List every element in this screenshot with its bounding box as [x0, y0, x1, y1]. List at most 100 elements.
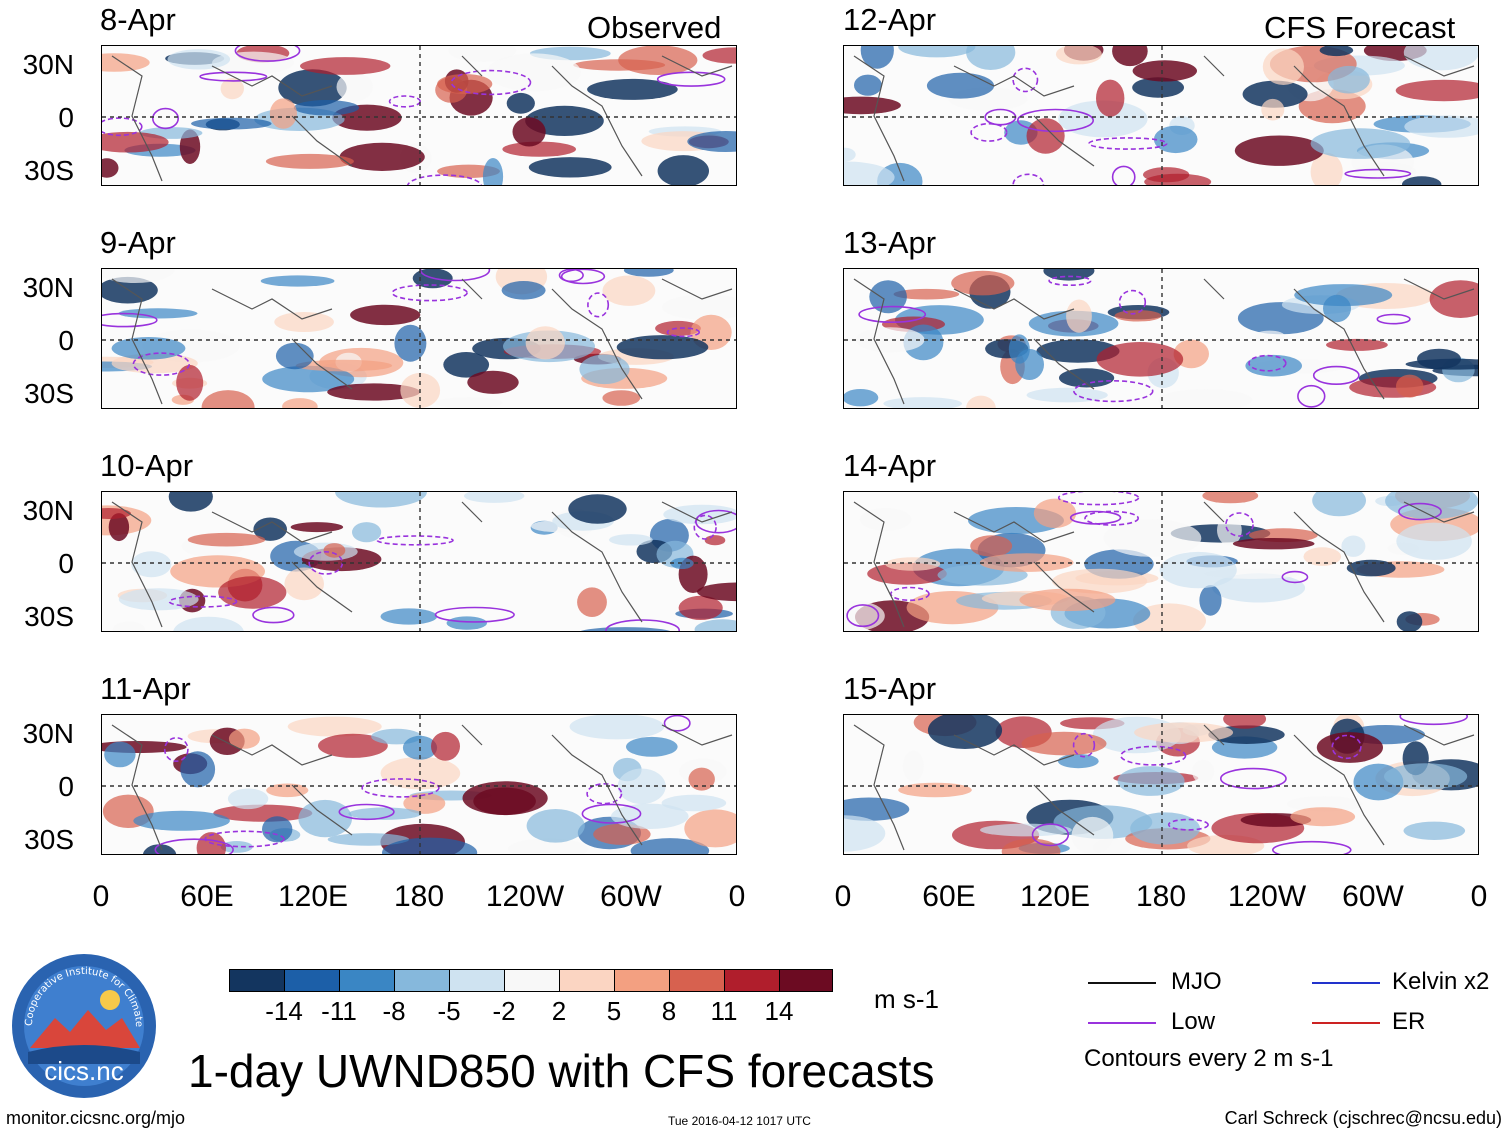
low-contour	[388, 95, 421, 108]
low-contour	[338, 803, 395, 821]
wind-anomaly-blob	[1021, 731, 1107, 756]
low-contour	[1376, 313, 1411, 325]
wind-anomaly-blob	[131, 551, 172, 578]
wind-anomaly-blob	[1212, 573, 1306, 603]
colorbar-swatch	[394, 969, 450, 992]
low-contour	[361, 778, 440, 798]
wind-anomaly-blob	[1059, 368, 1115, 388]
wind-anomaly-blob	[1019, 588, 1116, 612]
wind-anomaly-blob	[526, 809, 585, 843]
wind-anomaly-blob	[102, 131, 169, 153]
map-observed-9-apr	[101, 268, 737, 409]
lon-tick-0-end: 0	[728, 880, 746, 913]
wind-anomaly-blob	[630, 838, 710, 854]
map-forecast-13-apr	[843, 268, 1479, 409]
low-contour	[1398, 502, 1442, 521]
wind-anomaly-blob	[951, 270, 1015, 296]
wind-anomaly-blob	[274, 312, 334, 332]
colorbar-swatch	[229, 969, 285, 992]
wind-anomaly-blob	[260, 275, 335, 287]
wind-anomaly-blob	[295, 359, 393, 372]
wind-anomaly-blob	[1403, 46, 1478, 71]
colorbar-swatch	[559, 969, 615, 992]
wind-anomaly-blob	[1417, 348, 1461, 370]
lat-tick-30n: 30N	[22, 49, 74, 80]
wind-anomaly-blob	[508, 838, 589, 854]
colorbar-swatch	[669, 969, 725, 992]
wind-anomaly-blob	[844, 389, 879, 407]
wind-anomaly-blob	[403, 792, 446, 814]
wind-anomaly-blob	[869, 280, 907, 314]
lat-tick-0: 0	[58, 102, 74, 133]
lat-tick-0: 0	[58, 325, 74, 356]
lat-tick-30n: 30N	[22, 272, 74, 303]
wind-anomaly-blob	[898, 46, 976, 58]
wind-anomaly-blob	[1117, 766, 1185, 796]
wind-anomaly-blob	[435, 397, 503, 408]
wind-anomaly-blob	[382, 837, 478, 854]
wind-anomaly-blob	[844, 147, 856, 162]
wind-anomaly-blob	[227, 788, 269, 810]
wind-anomaly-blob	[1316, 732, 1383, 763]
colorbar-swatch	[779, 969, 833, 992]
coastline	[853, 724, 1475, 851]
coastline	[111, 55, 733, 182]
panel-date: 13-Apr	[843, 225, 937, 260]
lon-tick-120w: 120W	[1227, 880, 1307, 913]
wind-anomaly-blob	[1143, 167, 1190, 183]
wind-anomaly-blob	[1015, 349, 1044, 380]
coastline	[111, 278, 733, 405]
low-contour	[1072, 732, 1096, 758]
footer-author: Carl Schreck (cjschrec@ncsu.edu)	[1224, 1108, 1502, 1128]
colorbar-label: 2	[551, 996, 567, 1026]
low-contour	[846, 604, 880, 628]
wind-anomaly-blob	[844, 797, 910, 821]
map-observed-8-apr	[101, 45, 737, 186]
wind-anomaly-blob	[970, 535, 1013, 557]
wind-anomaly-blob	[287, 716, 382, 737]
legend-line-kelvin	[1312, 982, 1380, 984]
low-contour	[1219, 767, 1287, 790]
low-contour	[434, 606, 515, 623]
wind-anomaly-blob	[1326, 338, 1388, 351]
lon-tick-60e: 60E	[922, 880, 976, 913]
wind-anomaly-blob	[926, 72, 995, 99]
wind-anomaly-blob	[443, 352, 490, 378]
colorbar-label: -5	[437, 996, 461, 1026]
low-contour	[234, 46, 301, 62]
lon-tick-60w: 60W	[1342, 880, 1404, 913]
wind-anomaly-blob	[220, 78, 244, 100]
wind-anomaly-blob	[327, 833, 410, 846]
coastline	[853, 278, 1475, 405]
low-contour	[1399, 715, 1468, 726]
main-title: 1-day UWND850 with CFS forecasts	[188, 1045, 935, 1097]
wind-anomaly-blob	[394, 324, 427, 362]
wind-anomaly-blob	[431, 731, 460, 761]
wind-anomaly-blob	[587, 78, 678, 100]
low-contour	[1111, 165, 1136, 185]
wind-anomaly-blob	[593, 823, 651, 845]
low-contour	[890, 586, 930, 602]
wind-anomaly-blob	[1026, 118, 1065, 154]
wind-anomaly-blob	[265, 153, 354, 169]
wind-anomaly-blob	[502, 141, 576, 157]
wind-anomaly-blob	[678, 595, 723, 620]
panel-date: 10-Apr	[100, 448, 194, 483]
low-contour	[1073, 379, 1154, 403]
lon-tick-60e: 60E	[180, 880, 234, 913]
wind-anomaly-blob	[657, 155, 709, 185]
low-contour	[558, 269, 584, 283]
wind-anomaly-blob	[661, 794, 727, 812]
coastline	[853, 501, 1475, 628]
wind-anomaly-blob	[102, 269, 175, 283]
wind-anomaly-blob	[844, 161, 895, 185]
low-contour	[663, 715, 691, 732]
wind-anomaly-blob	[1310, 128, 1411, 159]
wind-anomaly-blob	[602, 275, 656, 306]
low-contour	[560, 269, 606, 285]
colorbar-swatch	[504, 969, 560, 992]
low-contour	[695, 509, 736, 534]
wind-anomaly-blob	[1396, 611, 1423, 631]
wind-anomaly-blob	[486, 53, 581, 92]
wind-anomaly-blob	[573, 59, 666, 71]
